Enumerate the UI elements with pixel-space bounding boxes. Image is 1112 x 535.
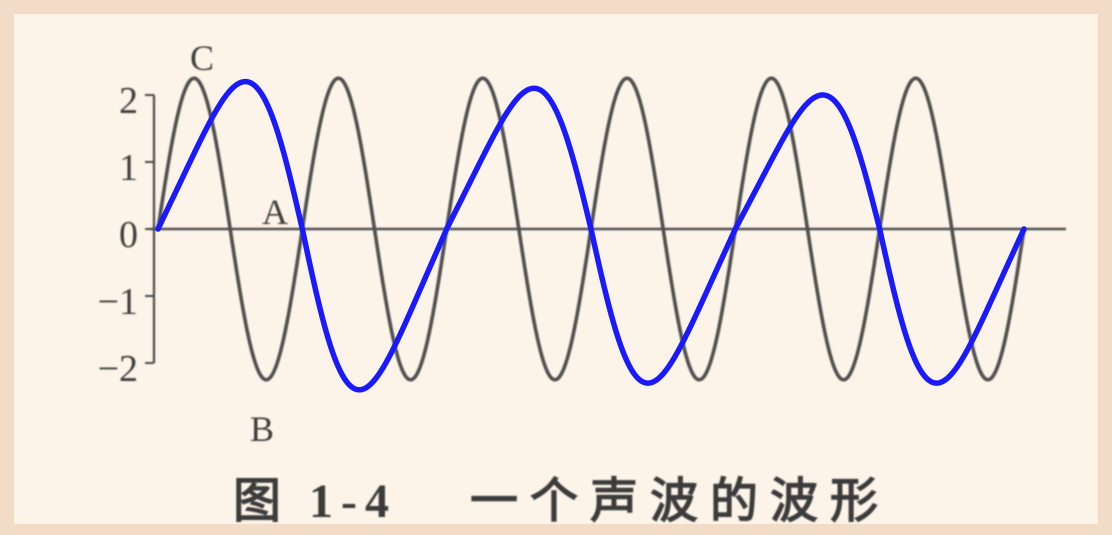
y-tick-label: 1: [119, 147, 138, 189]
y-tick-label: −2: [98, 348, 138, 390]
annotation-c: C: [190, 38, 214, 78]
y-tick-label: −1: [98, 281, 138, 323]
y-tick-label: 2: [119, 80, 138, 122]
figure-caption: 一个声波的波形: [470, 475, 891, 528]
y-tick-label: 0: [119, 214, 138, 256]
paper-background: [14, 14, 1098, 524]
annotation-b: B: [250, 409, 274, 449]
y-tick-labels: 2 1 0 −1 −2: [98, 80, 138, 390]
annotation-a: A: [262, 192, 288, 232]
printed-figure: 2 1 0 −1 −2 C A B: [98, 38, 1066, 449]
figure-number: 图 1-4: [233, 475, 397, 528]
series-blue-wave: [155, 78, 1027, 393]
